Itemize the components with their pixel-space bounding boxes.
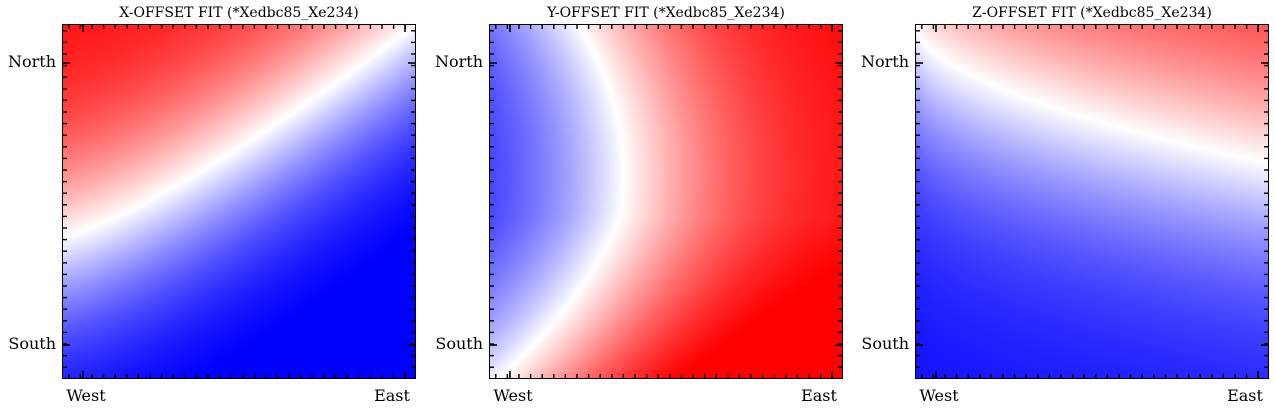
chart-title: Y-OFFSET FIT (*Xedbc85_Xe234): [547, 5, 785, 21]
heatmap-field: [63, 25, 415, 378]
y-tick-label-north: North: [7, 52, 56, 71]
heatmap-plot-area: [915, 24, 1269, 379]
chart-title: X-OFFSET FIT (*Xedbc85_Xe234): [119, 5, 359, 21]
heatmap-plot-area: [489, 24, 843, 379]
y-tick-label-south: South: [861, 334, 909, 353]
x-tick-label-west: West: [919, 386, 959, 405]
x-tick-label-east: East: [374, 386, 410, 405]
tick-marks: [63, 25, 415, 378]
chart-title: Z-OFFSET FIT (*Xedbc85_Xe234): [972, 5, 1212, 21]
tick-marks: [490, 25, 842, 378]
x-tick-label-east: East: [1227, 386, 1263, 405]
x-tick-label-west: West: [493, 386, 533, 405]
y-tick-label-south: South: [8, 334, 56, 353]
z-offset-panel: Z-OFFSET FIT (*Xedbc85_Xe234) North Sout…: [853, 0, 1275, 411]
heatmap-plot-area: [62, 24, 416, 379]
y-offset-panel: Y-OFFSET FIT (*Xedbc85_Xe234) North Sout…: [427, 0, 852, 411]
heatmap-field: [916, 25, 1268, 378]
y-tick-label-north: North: [860, 52, 909, 71]
y-tick-label-north: North: [434, 52, 483, 71]
y-tick-label-south: South: [435, 334, 483, 353]
x-tick-label-west: West: [66, 386, 106, 405]
heatmap-field: [490, 25, 842, 378]
x-offset-panel: X-OFFSET FIT (*Xedbc85_Xe234) North Sout…: [0, 0, 425, 411]
tick-marks: [916, 25, 1268, 378]
x-tick-label-east: East: [801, 386, 837, 405]
